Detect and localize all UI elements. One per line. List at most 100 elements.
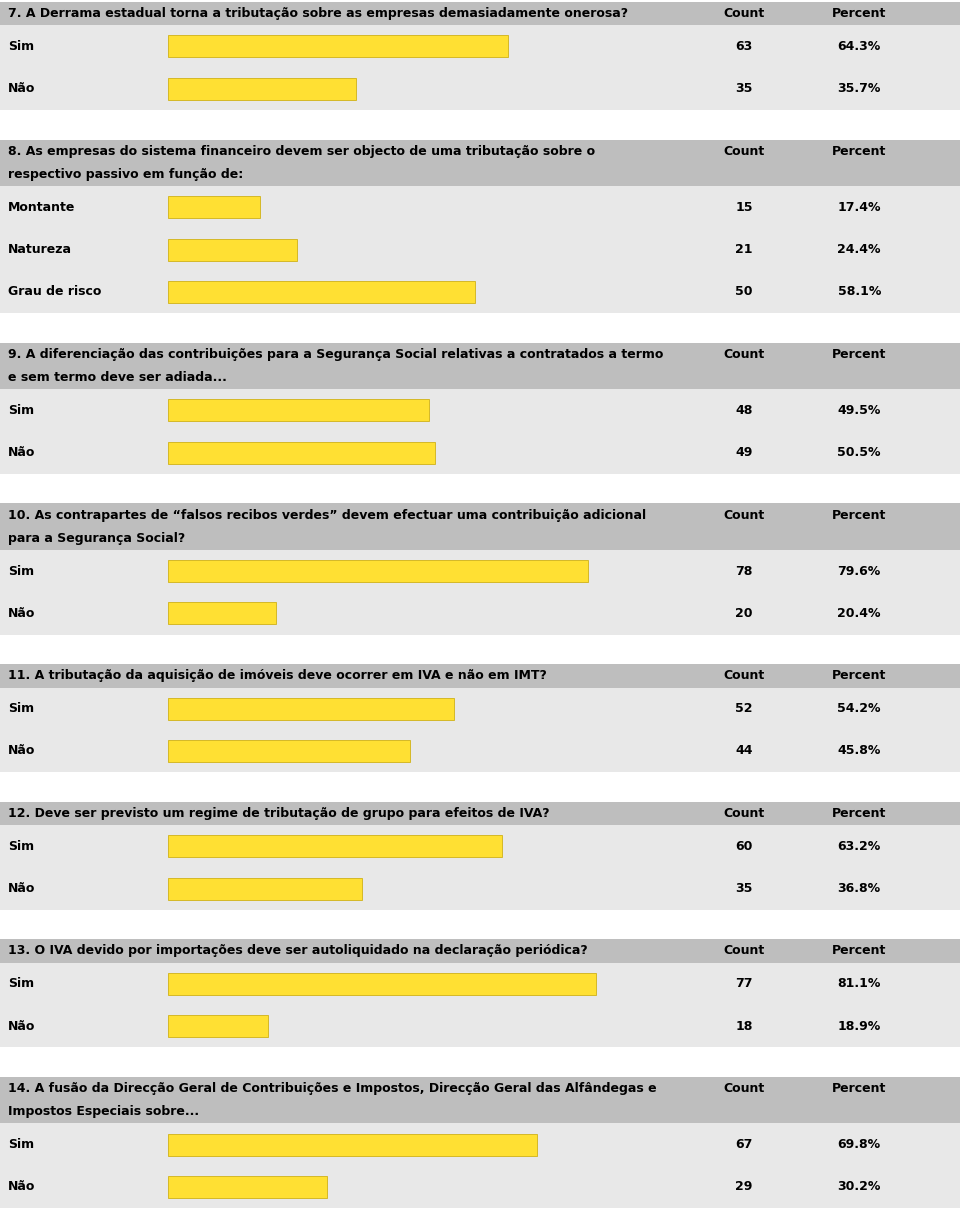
Text: Count: Count [724, 7, 764, 21]
Text: Percent: Percent [832, 508, 886, 522]
Text: 10. As contrapartes de “falsos recibos verdes” devem efectuar uma contribuição a: 10. As contrapartes de “falsos recibos v… [8, 508, 646, 522]
Text: 58.1%: 58.1% [837, 286, 881, 299]
Bar [0, 802, 960, 825]
Bar [0, 1077, 960, 1123]
Bar [168, 1176, 327, 1198]
Bar [0, 271, 960, 313]
Bar [168, 973, 596, 995]
Text: Percent: Percent [832, 945, 886, 957]
Text: 48: 48 [735, 404, 753, 417]
Text: Não: Não [8, 1180, 36, 1193]
Bar [0, 664, 960, 687]
Text: 63: 63 [735, 40, 753, 53]
Text: Count: Count [724, 347, 764, 361]
Text: 24.4%: 24.4% [837, 243, 881, 257]
Text: e sem termo deve ser adiada...: e sem termo deve ser adiada... [8, 371, 227, 384]
Bar [0, 687, 960, 730]
Bar [0, 68, 960, 110]
Bar [0, 390, 960, 432]
Text: Percent: Percent [832, 669, 886, 682]
Text: Sim: Sim [8, 1139, 34, 1151]
Bar [0, 939, 960, 963]
Text: 69.8%: 69.8% [838, 1139, 880, 1151]
Text: 20.4%: 20.4% [837, 607, 881, 620]
Text: Não: Não [8, 744, 36, 757]
Bar [168, 877, 362, 899]
Text: 49.5%: 49.5% [837, 404, 881, 417]
Text: respectivo passivo em função de:: respectivo passivo em função de: [8, 168, 243, 182]
Text: Count: Count [724, 508, 764, 522]
Text: Count: Count [724, 669, 764, 682]
Text: Montante: Montante [8, 201, 75, 214]
Bar [168, 35, 508, 57]
Text: 64.3%: 64.3% [837, 40, 881, 53]
Bar [0, 474, 960, 503]
Bar [168, 1134, 537, 1156]
Text: 8. As empresas do sistema financeiro devem ser objecto de uma tributação sobre o: 8. As empresas do sistema financeiro dev… [8, 145, 595, 157]
Bar [0, 1165, 960, 1208]
Bar [0, 1004, 960, 1047]
Text: 67: 67 [735, 1139, 753, 1151]
Bar [168, 281, 475, 302]
Bar [0, 963, 960, 1004]
Text: Não: Não [8, 1020, 36, 1032]
Text: Count: Count [724, 145, 764, 157]
Bar [0, 634, 960, 664]
Text: 11. A tributação da aquisição de imóveis deve ocorrer em IVA e não em IMT?: 11. A tributação da aquisição de imóveis… [8, 669, 546, 682]
Bar [168, 442, 435, 463]
Text: 35.7%: 35.7% [837, 82, 881, 96]
Text: 30.2%: 30.2% [837, 1180, 881, 1193]
Bar [0, 110, 960, 139]
Text: 50.5%: 50.5% [837, 446, 881, 459]
Bar [168, 741, 410, 762]
Text: Count: Count [724, 945, 764, 957]
Bar [0, 2, 960, 25]
Text: Sim: Sim [8, 840, 34, 853]
Bar [0, 868, 960, 910]
Bar [168, 698, 454, 720]
Text: 79.6%: 79.6% [837, 565, 881, 577]
Bar [0, 1047, 960, 1077]
Text: 35: 35 [735, 82, 753, 96]
Text: Sim: Sim [8, 978, 34, 990]
Text: 20: 20 [735, 607, 753, 620]
Bar [168, 835, 502, 857]
Text: 78: 78 [735, 565, 753, 577]
Bar [168, 603, 276, 624]
Text: 77: 77 [735, 978, 753, 990]
Text: 7. A Derrama estadual torna a tributação sobre as empresas demasiadamente oneros: 7. A Derrama estadual torna a tributação… [8, 7, 628, 21]
Text: 36.8%: 36.8% [838, 882, 880, 895]
Bar [0, 313, 960, 342]
Bar [0, 772, 960, 802]
Text: 12. Deve ser previsto um regime de tributação de grupo para efeitos de IVA?: 12. Deve ser previsto um regime de tribu… [8, 807, 549, 820]
Bar [0, 1123, 960, 1165]
Text: 18.9%: 18.9% [837, 1020, 881, 1032]
Text: 44: 44 [735, 744, 753, 757]
Text: Grau de risco: Grau de risco [8, 286, 101, 299]
Text: Percent: Percent [832, 145, 886, 157]
Text: 14. A fusão da Direcção Geral de Contribuições e Impostos, Direcção Geral das Al: 14. A fusão da Direcção Geral de Contrib… [8, 1082, 657, 1095]
Text: 15: 15 [735, 201, 753, 214]
Text: Percent: Percent [832, 347, 886, 361]
Bar [0, 910, 960, 939]
Text: 45.8%: 45.8% [837, 744, 881, 757]
Text: 35: 35 [735, 882, 753, 895]
Text: 54.2%: 54.2% [837, 702, 881, 715]
Text: Percent: Percent [832, 1082, 886, 1095]
Bar [0, 503, 960, 551]
Text: Impostos Especiais sobre...: Impostos Especiais sobre... [8, 1105, 199, 1118]
Text: Sim: Sim [8, 404, 34, 417]
Text: 17.4%: 17.4% [837, 201, 881, 214]
Text: 63.2%: 63.2% [837, 840, 881, 853]
Text: 49: 49 [735, 446, 753, 459]
Text: 13. O IVA devido por importações deve ser autoliquidado na declaração periódica?: 13. O IVA devido por importações deve se… [8, 945, 588, 957]
Text: Não: Não [8, 82, 36, 96]
Text: Não: Não [8, 446, 36, 459]
Bar [0, 593, 960, 634]
Text: para a Segurança Social?: para a Segurança Social? [8, 532, 185, 544]
Bar [168, 196, 260, 218]
Text: 60: 60 [735, 840, 753, 853]
Text: Sim: Sim [8, 40, 34, 53]
Text: 21: 21 [735, 243, 753, 257]
Text: Percent: Percent [832, 7, 886, 21]
